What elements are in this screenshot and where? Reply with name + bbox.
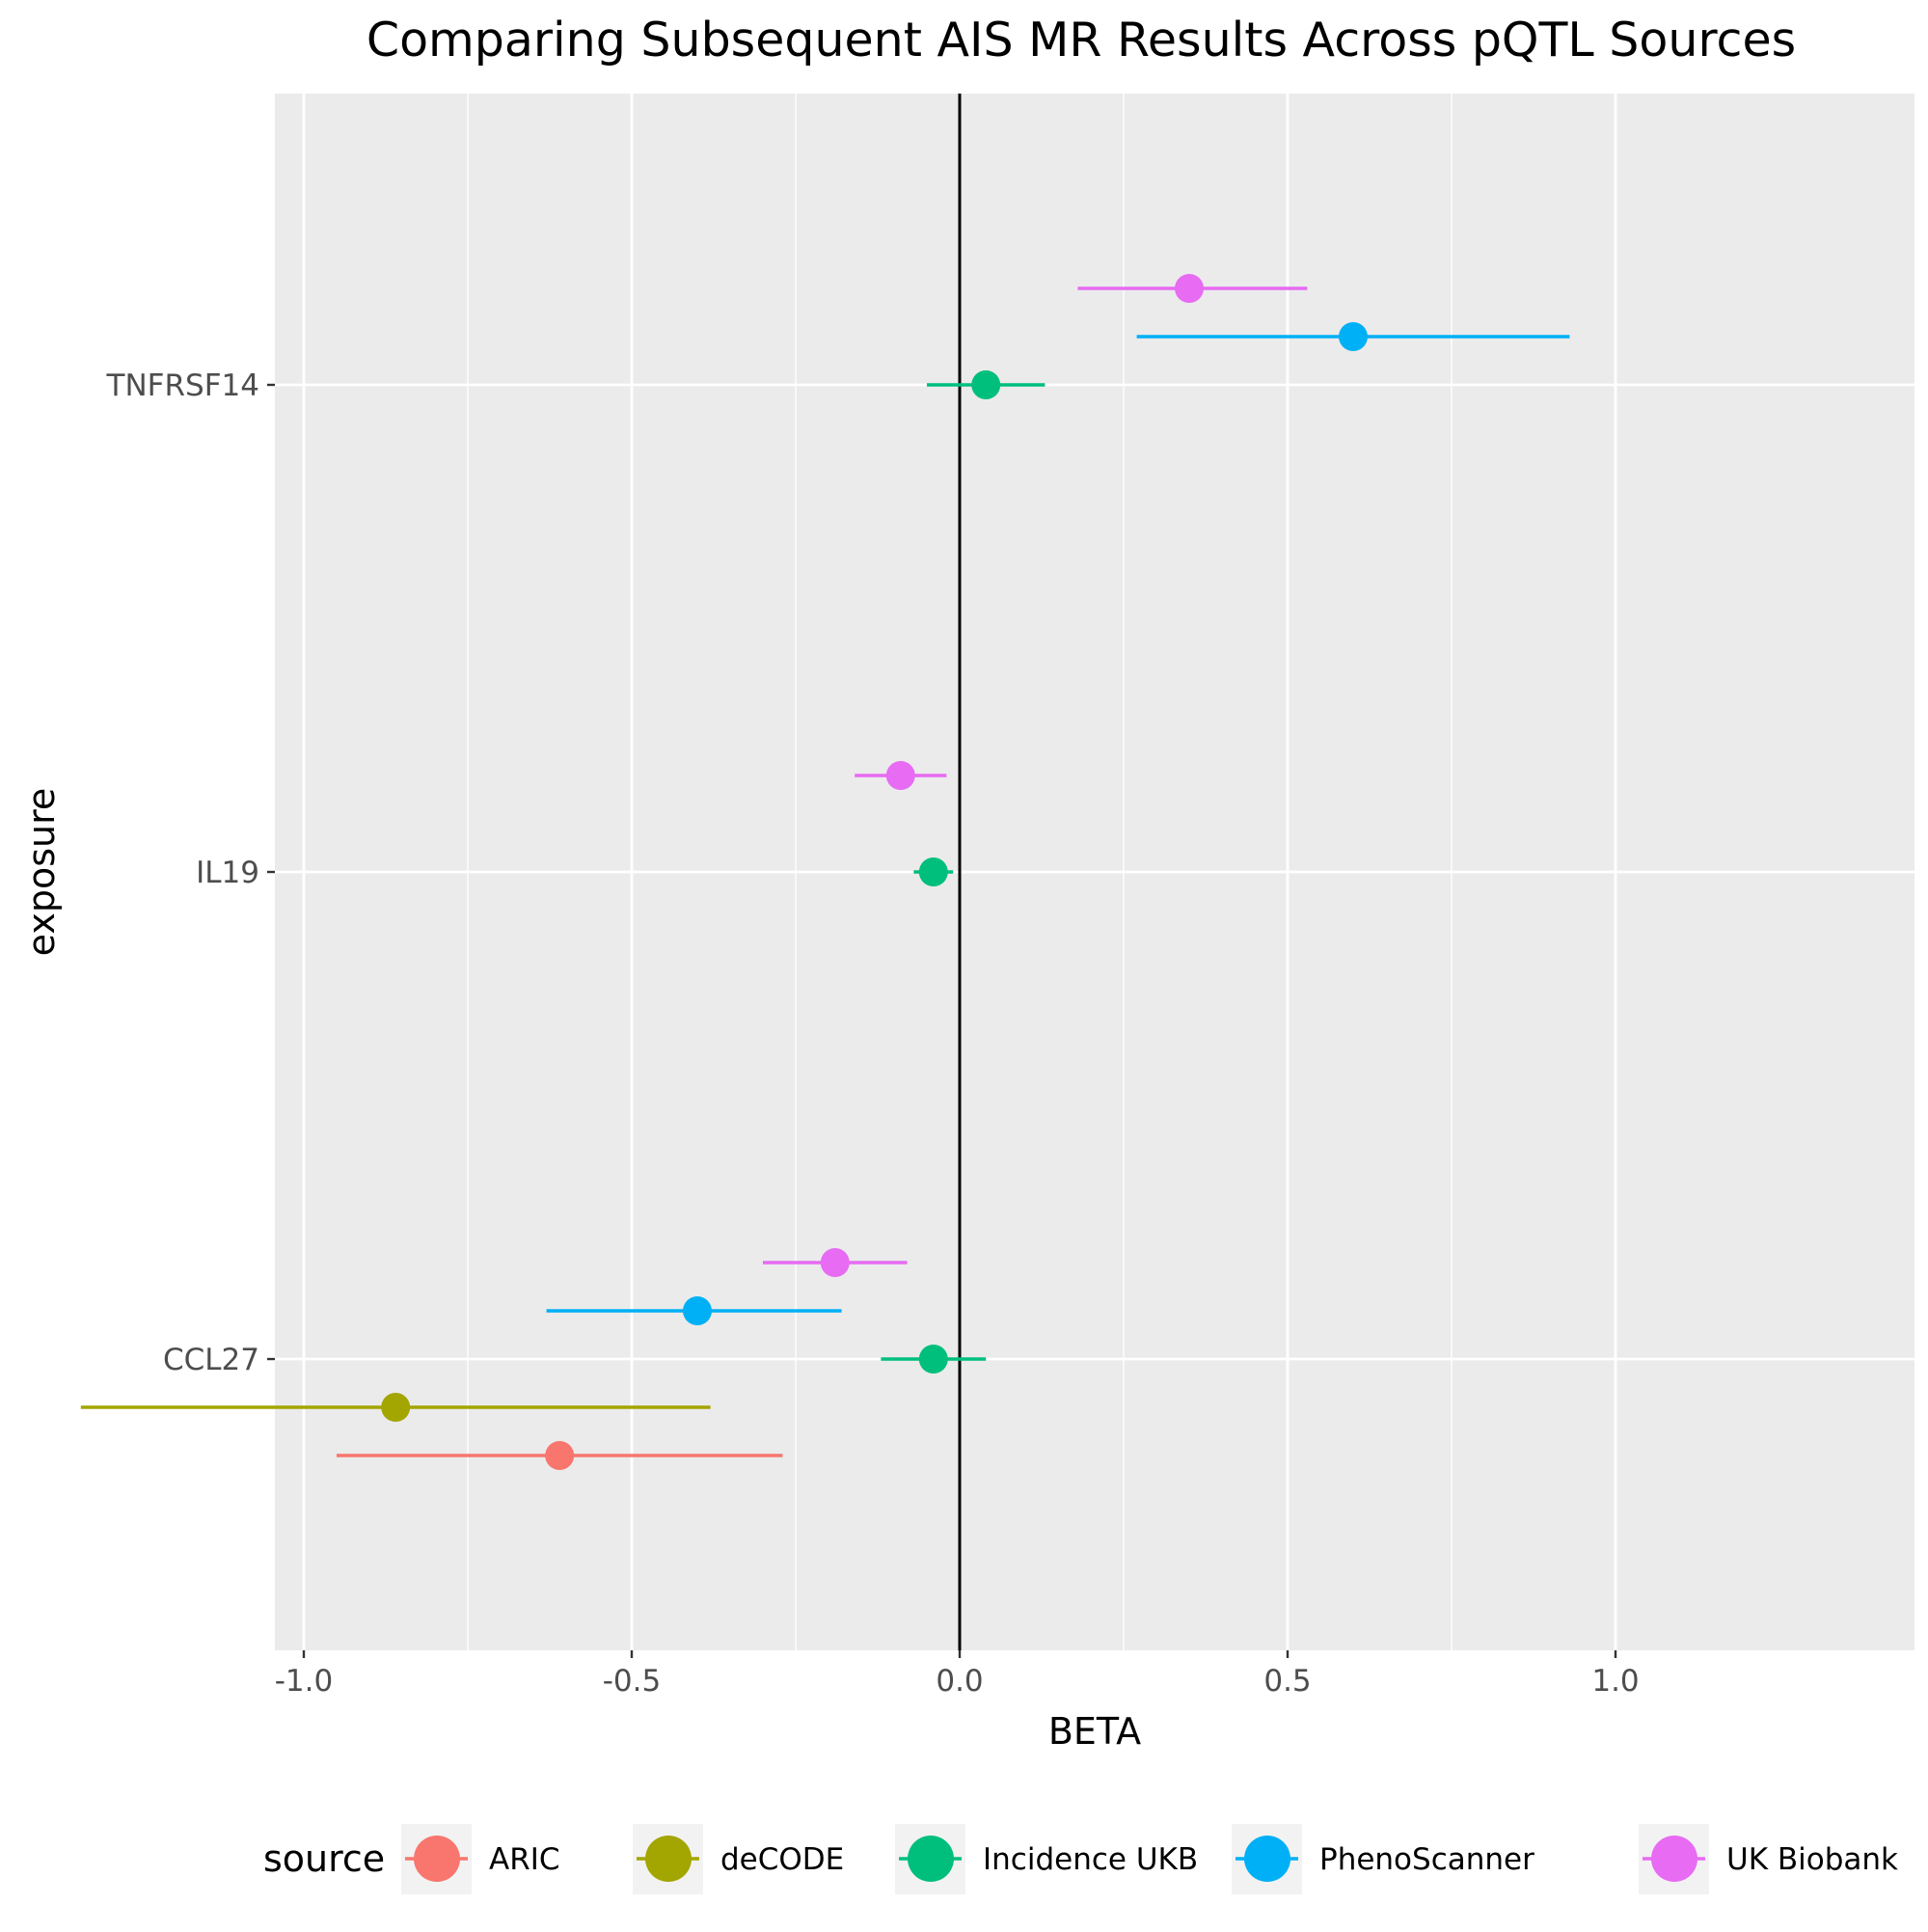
y-tick-label: CCL27 — [163, 1343, 259, 1377]
data-point — [918, 1345, 948, 1374]
legend-key-point — [1244, 1836, 1290, 1882]
x-axis-title: BETA — [1048, 1710, 1141, 1753]
axis-layer: -1.0 -0.5 0.0 0.5 1.0 CCL27 IL19 TNFRSF14 — [106, 368, 1640, 1699]
legend-key-point — [414, 1836, 460, 1882]
legend-key-point — [908, 1836, 954, 1882]
data-point — [683, 1296, 712, 1325]
legend-label: Incidence UKB — [983, 1842, 1198, 1877]
x-tick-label: 0.0 — [936, 1664, 983, 1699]
data-point — [545, 1441, 575, 1470]
legend-label: ARIC — [489, 1842, 560, 1877]
data-point — [381, 1393, 411, 1422]
legend-key-point — [1651, 1836, 1697, 1882]
legend-label: PhenoScanner — [1319, 1842, 1534, 1877]
x-tick-label: 0.5 — [1263, 1664, 1311, 1699]
data-point — [1175, 274, 1204, 303]
data-point — [971, 370, 1001, 399]
legend-label: deCODE — [720, 1842, 844, 1877]
x-tick-label: -0.5 — [603, 1664, 662, 1699]
y-axis-title: exposure — [20, 788, 63, 957]
y-tick-label: IL19 — [196, 856, 259, 890]
data-point — [1339, 322, 1368, 351]
legend-title: source — [263, 1837, 385, 1880]
legend-key-point — [645, 1836, 692, 1882]
x-tick-label: 1.0 — [1591, 1664, 1639, 1699]
data-point — [885, 761, 915, 790]
y-tick-label: TNFRSF14 — [106, 368, 259, 403]
data-point — [918, 857, 948, 886]
x-tick-label: -1.0 — [275, 1664, 334, 1699]
marks-layer — [80, 94, 1570, 1650]
chart-title: Comparing Subsequent AIS MR Results Acro… — [367, 13, 1796, 68]
legend-label: UK Biobank — [1726, 1842, 1898, 1877]
legend: source ARIC deCODE Incidence UKB PhenoScanne… — [263, 1824, 1898, 1894]
data-point — [820, 1248, 850, 1277]
